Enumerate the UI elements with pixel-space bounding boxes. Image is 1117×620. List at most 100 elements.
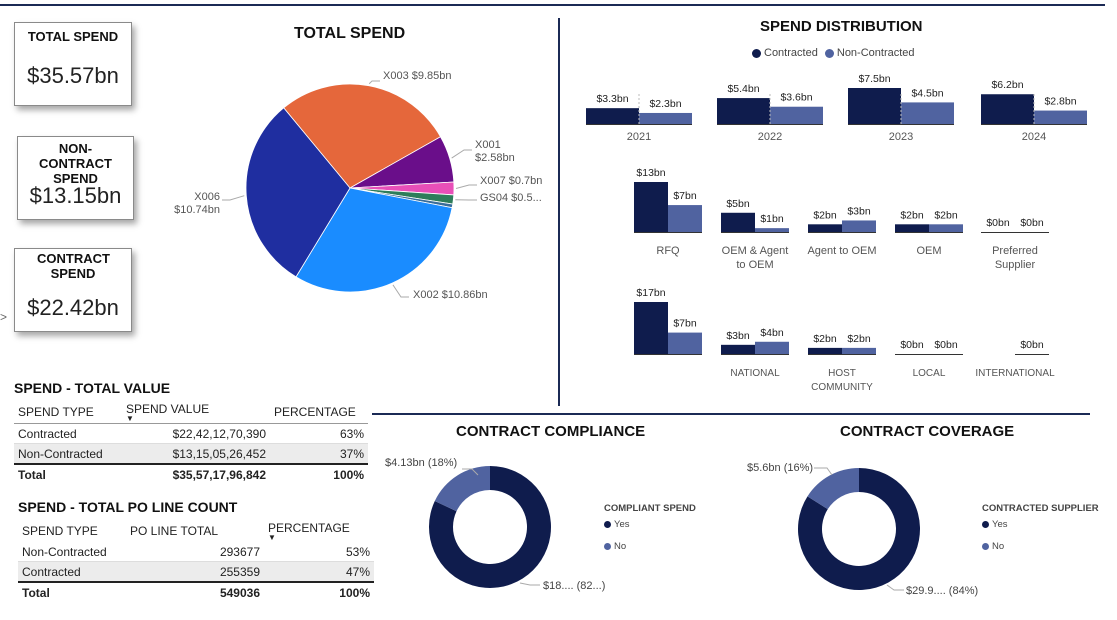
cell-pct: 53% (264, 542, 374, 562)
bar-contracted[interactable] (981, 94, 1034, 124)
bar-contracted[interactable] (634, 302, 668, 354)
legend-contracted: Contracted (764, 47, 818, 59)
bar-contracted[interactable] (895, 224, 929, 232)
pie-data-label: X003 $9.85bn (383, 70, 452, 82)
bar-non-contracted[interactable] (755, 228, 789, 232)
donut-slice-no[interactable] (434, 466, 490, 512)
spend-distribution-chart: $3.3bn $2.3bn 2021 $5.4bn $3.6bn 2022 $7.5bn $4… (586, 73, 1087, 393)
category-label: 2024 (1022, 131, 1046, 143)
cell-pct: 37% (270, 443, 368, 465)
category-label: Agent to OEM (807, 245, 876, 257)
bar-data-label: $2bn (813, 333, 837, 345)
bar-contracted[interactable] (721, 212, 755, 232)
bar-contracted[interactable] (634, 182, 668, 232)
pie-data-label: $2.58bn (475, 152, 515, 164)
col-spend-type[interactable]: SPEND TYPE (18, 405, 94, 419)
bar-non-contracted[interactable] (668, 332, 702, 354)
col-percentage[interactable]: PERCENTAGE ▼ (264, 520, 374, 542)
bar-data-label: $4.5bn (911, 87, 943, 99)
compliance-legend-title: COMPLIANT SPEND (604, 503, 696, 514)
category-label: NATIONAL (730, 368, 780, 379)
coverage-legend-no: No (982, 541, 1004, 552)
compliance-no-label: $4.13bn (18%) (385, 457, 458, 469)
table-total-row: Total $35,57,17,96,842 100% (14, 463, 368, 484)
bar-contracted[interactable] (848, 88, 901, 124)
card-title: TOTAL SPEND (27, 29, 119, 44)
bar-non-contracted[interactable] (770, 106, 823, 124)
table-header: SPEND TYPE SPEND VALUE ▼ PERCENTAGE (14, 401, 368, 424)
legend-yes-label: Yes (992, 519, 1008, 530)
bar-contracted[interactable] (717, 98, 770, 124)
bar-data-label: $13bn (636, 167, 665, 179)
bar-non-contracted[interactable] (639, 112, 692, 124)
compliance-donut (429, 466, 551, 588)
cell-type: Contracted (14, 423, 122, 444)
bar-contracted[interactable] (586, 108, 639, 124)
divider-horizontal (372, 413, 1090, 415)
pie-leader-line (451, 149, 472, 159)
category-label: COMMUNITY (811, 382, 873, 393)
yes-legend-icon (604, 520, 611, 528)
donut-slice-no[interactable] (807, 468, 859, 510)
bar-data-label: $3bn (847, 205, 871, 217)
coverage-legend-title: CONTRACTED SUPPLIER (982, 503, 1099, 514)
po-table-title: SPEND - TOTAL PO LINE COUNT (18, 499, 238, 515)
bar-contracted[interactable] (721, 344, 755, 354)
category-label: RFQ (656, 245, 680, 257)
bar-non-contracted[interactable] (668, 205, 702, 232)
pie-slice-x003[interactable] (283, 83, 442, 189)
bar-non-contracted[interactable] (929, 224, 963, 232)
coverage-donut (798, 467, 920, 591)
cell-pct: 47% (264, 561, 374, 583)
pie-data-label: X007 $0.7bn (480, 175, 542, 187)
bar-non-contracted[interactable] (755, 341, 789, 354)
col-spend-value[interactable]: SPEND VALUE ▼ (122, 401, 270, 424)
bar-data-label: $17bn (636, 287, 665, 299)
pie-slice-x002[interactable] (295, 187, 453, 293)
no-legend-icon (982, 542, 989, 550)
table-row: Non-Contracted $13,15,05,26,452 37% (14, 443, 368, 465)
bar-data-label: $3.3bn (596, 93, 628, 105)
pie-data-label: X002 $10.86bn (413, 289, 488, 301)
cell-pct: 100% (270, 463, 368, 484)
expand-chevron-icon[interactable]: > (0, 310, 8, 324)
pie-leader-line (368, 80, 380, 85)
col-po-line-total[interactable]: PO LINE TOTAL (130, 524, 219, 538)
bar-non-contracted[interactable] (1034, 110, 1087, 124)
pie-slice-x006[interactable] (245, 107, 351, 278)
col-spend-type[interactable]: SPEND TYPE (22, 524, 98, 538)
bar-contracted[interactable] (808, 224, 842, 232)
bar-data-label: $6.2bn (991, 79, 1023, 91)
bar-data-label: $2bn (900, 209, 924, 221)
donut-leader-yes-line (519, 582, 540, 586)
coverage-no-label: $5.6bn (16%) (747, 462, 814, 474)
bar-non-contracted[interactable] (901, 102, 954, 124)
cell-value: $13,15,05,26,452 (122, 443, 270, 465)
category-label: 2023 (889, 131, 913, 143)
total-spend-card: TOTAL SPEND $35.57bn (14, 22, 132, 106)
no-legend-icon (604, 542, 611, 550)
compliance-legend-yes: Yes (604, 519, 630, 530)
col-percentage[interactable]: PERCENTAGE (274, 405, 356, 419)
bar-contracted[interactable] (808, 347, 842, 354)
category-label: 2022 (758, 131, 782, 143)
total-spend-pie: X003 $9.85bn X001$2.58bn X007 $0.7bn GS04 $… (174, 70, 542, 301)
category-label: OEM (916, 245, 941, 257)
card-value: $13.15bn (29, 183, 122, 208)
table-row: Contracted $22,42,12,70,390 63% (14, 423, 368, 444)
donut-slice-yes[interactable] (798, 468, 920, 590)
cell-type: Contracted (18, 561, 126, 583)
sort-desc-icon: ▼ (268, 533, 276, 542)
category-label: HOST (828, 368, 856, 379)
donut-slice-yes[interactable] (429, 466, 551, 588)
card-value: $22.42bn (27, 295, 119, 320)
compliance-title: CONTRACT COMPLIANCE (456, 423, 646, 440)
bar-non-contracted[interactable] (842, 220, 876, 232)
value-table-title: SPEND - TOTAL VALUE (14, 380, 171, 396)
bar-data-label: $3bn (726, 330, 750, 342)
cell-pct: 63% (270, 423, 368, 444)
bar-data-label: $7.5bn (858, 73, 890, 85)
category-label: Preferred (992, 245, 1038, 257)
table-row: Contracted 255359 47% (18, 561, 374, 583)
bar-non-contracted[interactable] (842, 347, 876, 354)
